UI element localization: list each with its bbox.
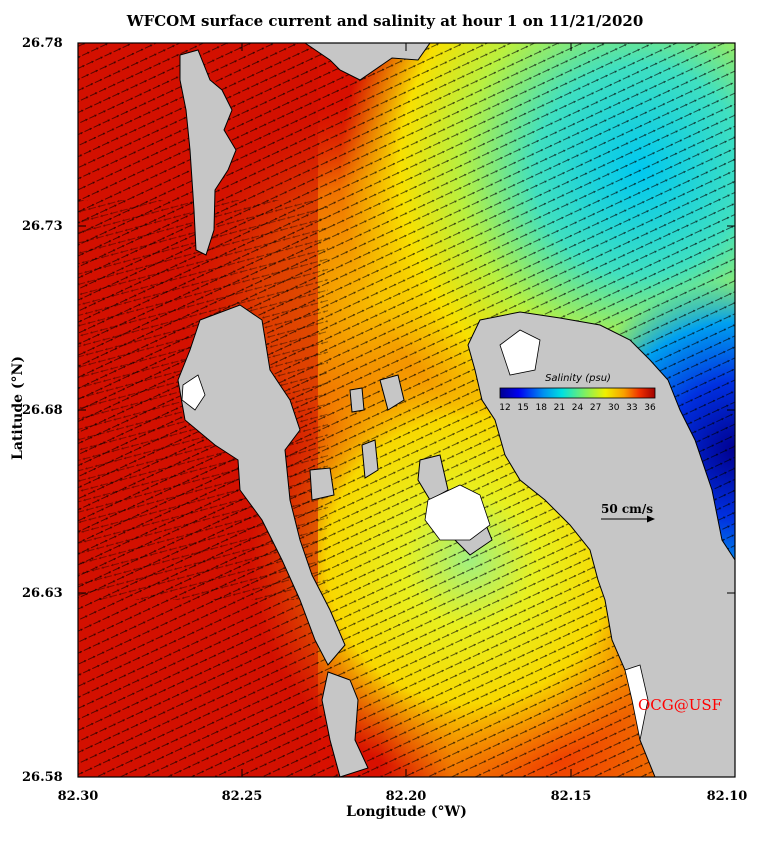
x-tick-label: 82.10 bbox=[706, 789, 748, 804]
x-axis-label: Longitude (°W) bbox=[346, 804, 467, 820]
x-tick-label: 82.30 bbox=[57, 789, 99, 804]
colorbar-tick-label: 12 bbox=[499, 403, 510, 413]
land-mass bbox=[177, 43, 735, 777]
y-tick-label: 26.63 bbox=[22, 586, 63, 601]
y-tick-label: 26.58 bbox=[22, 770, 63, 785]
dry-land-white bbox=[181, 329, 649, 741]
scale-arrow-icon bbox=[647, 515, 655, 523]
scale-vector: 50 cm/s bbox=[601, 502, 655, 523]
axis-ticks bbox=[78, 42, 735, 778]
colorbar-tick-label: 36 bbox=[644, 403, 656, 413]
map-title: WFCOM surface current and salinity at ho… bbox=[126, 12, 644, 30]
colorbar-tick-label: 33 bbox=[626, 403, 637, 413]
x-tick-label: 82.20 bbox=[385, 789, 427, 804]
salinity-colorbar: Salinity (psu) 12 15 18 21 24 27 30 33 36 bbox=[499, 373, 656, 413]
y-tick-label: 26.68 bbox=[22, 403, 63, 418]
colorbar-tick-label: 27 bbox=[590, 403, 601, 413]
y-tick-label: 26.73 bbox=[22, 219, 63, 234]
y-tick-label: 26.78 bbox=[22, 36, 63, 51]
colorbar-gradient bbox=[499, 387, 656, 399]
scale-vector-label: 50 cm/s bbox=[601, 502, 653, 516]
colorbar-tick-label: 15 bbox=[517, 403, 528, 413]
colorbar-tick-label: 18 bbox=[536, 403, 548, 413]
colorbar-tick-label: 24 bbox=[572, 403, 584, 413]
colorbar-tick-label: 21 bbox=[554, 403, 565, 413]
x-tick-label: 82.25 bbox=[221, 789, 263, 804]
colorbar-tick-label: 30 bbox=[608, 403, 620, 413]
x-tick-label: 82.15 bbox=[550, 789, 592, 804]
credit-label: OCG@USF bbox=[638, 696, 722, 714]
colorbar-title: Salinity (psu) bbox=[545, 373, 611, 384]
